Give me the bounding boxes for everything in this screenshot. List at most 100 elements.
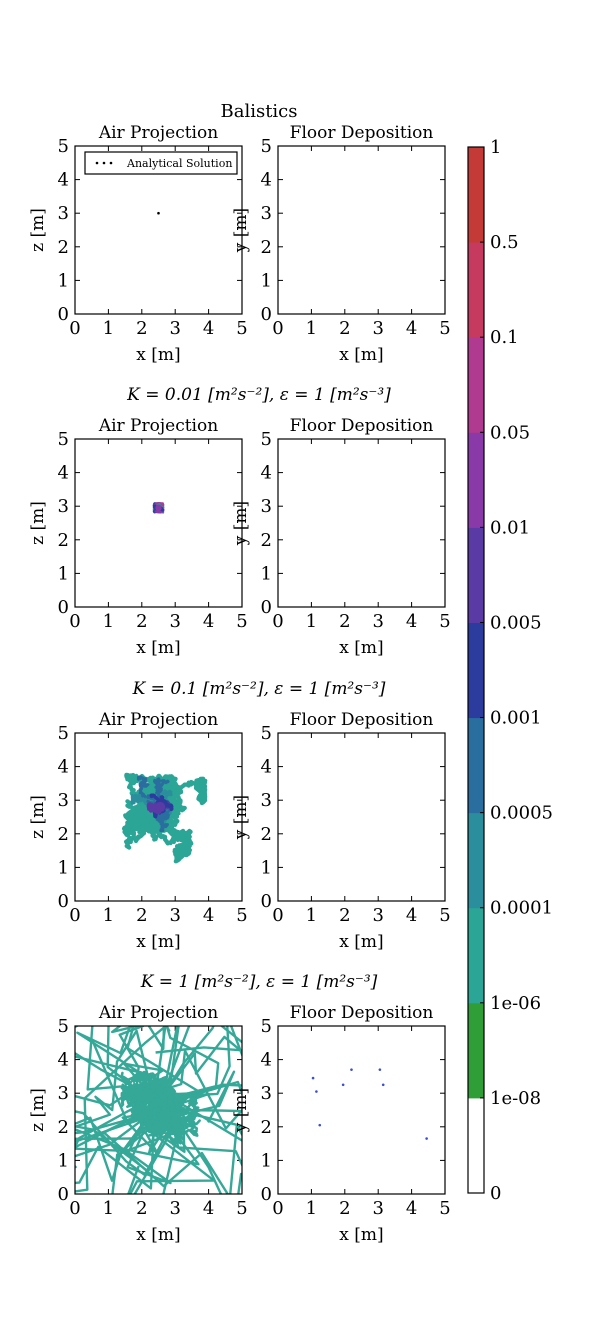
y-tick-label: 3 (261, 1083, 272, 1104)
legend: Analytical Solution (84, 151, 238, 175)
trajectory-path (75, 1102, 166, 1173)
y-axis-label: y [m] (231, 1088, 251, 1133)
deposition-point (311, 1076, 315, 1080)
x-tick-label: 4 (203, 318, 214, 339)
y-tick-label: 3 (261, 203, 272, 224)
axes-frame (74, 438, 243, 608)
trajectory-path (75, 1029, 158, 1129)
y-tick-label: 3 (58, 790, 69, 811)
x-tick-label: 2 (339, 318, 350, 339)
y-tick-label: 4 (58, 1050, 69, 1071)
y-axis-label: y [m] (231, 795, 251, 840)
y-tick-label: 5 (58, 429, 69, 450)
colorbar-band (468, 717, 484, 814)
subplot-title: Floor Deposition (290, 123, 434, 143)
cloud-core (155, 504, 162, 512)
y-tick-label: 2 (58, 530, 69, 551)
y-tick-label: 2 (261, 530, 272, 551)
colorbar: 0 1e-08 1e-06 0.0001 0.0005 0.001 0.005 0.01 0.0… (467, 137, 553, 1204)
trajectory-path (167, 1112, 242, 1168)
x-axis-label: x [m] (136, 345, 180, 365)
y-tick-label: 0 (261, 891, 272, 912)
x-tick-label: 3 (169, 1198, 180, 1219)
colorbar-band (468, 337, 484, 433)
y-tick-label: 1 (261, 563, 272, 584)
y-tick-label: 1 (58, 563, 69, 584)
subplot-title: Air Projection (98, 416, 218, 436)
trajectory-path (154, 1083, 242, 1105)
subplot-0: Air Projection 0 1 2 3 4 5 0 1 2 3 4 5 x [m] z [m] Anal… (28, 123, 248, 365)
y-tick-label: 3 (58, 1083, 69, 1104)
colorbar-tick-label: 1e-06 (490, 993, 541, 1014)
colorbar-band (468, 907, 484, 1004)
x-tick-label: 5 (236, 905, 247, 926)
y-tick-label: 0 (58, 597, 69, 618)
y-axis-label: z [m] (28, 208, 48, 252)
colorbar-band (468, 812, 484, 909)
colorbar-tick-label: 1e-08 (490, 1088, 541, 1109)
x-tick-label: 0 (69, 611, 80, 632)
y-tick-label: 0 (261, 597, 272, 618)
colorbar-tick-label: 0.1 (490, 327, 519, 348)
x-tick-label: 0 (272, 905, 283, 926)
analytical-point (157, 211, 160, 215)
colorbar-tick-label: 0.5 (490, 232, 519, 253)
x-axis-label: x [m] (136, 638, 180, 658)
y-tick-label: 2 (261, 824, 272, 845)
colorbar-band (468, 1097, 484, 1194)
x-axis-label: x [m] (339, 345, 383, 365)
x-tick-label: 4 (406, 1198, 417, 1219)
x-tick-label: 2 (339, 1198, 350, 1219)
y-tick-label: 3 (261, 496, 272, 517)
y-axis-label: z [m] (28, 1088, 48, 1132)
x-axis-label: x [m] (339, 1225, 383, 1245)
x-tick-label: 2 (136, 1198, 147, 1219)
colorbar-tick-label: 0.05 (490, 422, 530, 443)
x-tick-label: 0 (272, 1198, 283, 1219)
x-tick-label: 4 (406, 611, 417, 632)
trajectory-path (149, 801, 192, 864)
legend-marker (109, 161, 113, 165)
row-title-1: K = 0.01 [m²s⁻²], ε = 1 [m²s⁻³] (126, 385, 391, 405)
axes-frame (74, 145, 243, 315)
x-tick-label: 3 (169, 611, 180, 632)
deposition-point (378, 1068, 382, 1071)
y-tick-label: 2 (58, 1117, 69, 1138)
y-tick-label: 1 (261, 857, 272, 878)
x-tick-label: 0 (69, 1198, 80, 1219)
x-tick-label: 1 (103, 905, 114, 926)
colorbar-tick-label: 0.0005 (490, 803, 553, 824)
axes-frame (277, 145, 446, 315)
colorbar-tick-label: 0.001 (490, 708, 542, 729)
y-axis-label: y [m] (231, 208, 251, 253)
y-tick-label: 1 (58, 1150, 69, 1171)
y-tick-label: 3 (58, 203, 69, 224)
y-tick-label: 2 (58, 237, 69, 258)
x-tick-label: 1 (306, 905, 317, 926)
y-tick-label: 0 (261, 1184, 272, 1205)
colorbar-band (468, 622, 484, 719)
trajectory-path (133, 1086, 164, 1125)
subplot-4: Air Projection 0 1 2 3 4 5 0 1 2 3 4 5 x [m] z [m] (28, 710, 248, 952)
y-axis-label: z [m] (28, 501, 48, 545)
y-tick-label: 4 (58, 463, 69, 484)
colorbar-tick-label: 0.01 (490, 517, 530, 538)
deposition-point (425, 1137, 428, 1140)
x-tick-label: 3 (372, 905, 383, 926)
y-tick-label: 2 (261, 1117, 272, 1138)
trajectory-path (75, 1055, 184, 1141)
y-tick-label: 4 (261, 463, 272, 484)
trajectory-path (157, 1026, 242, 1099)
x-tick-label: 5 (236, 611, 247, 632)
trajectory-path (147, 1026, 220, 1100)
trajectory-path (151, 1035, 242, 1110)
x-tick-label: 5 (439, 318, 450, 339)
x-tick-label: 5 (439, 905, 450, 926)
x-tick-label: 1 (306, 318, 317, 339)
colorbar-tick-label: 1 (490, 137, 501, 158)
